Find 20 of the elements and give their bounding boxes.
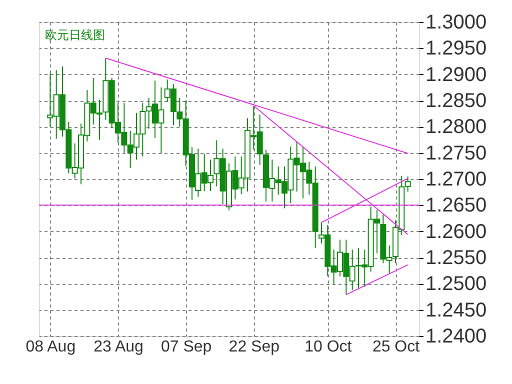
x-tick-label: 23 Aug	[94, 338, 144, 356]
y-tick-label: 1.2650	[426, 194, 487, 217]
y-tick-label: 1.2950	[426, 38, 487, 60]
x-tick-label: 08 Aug	[26, 338, 76, 356]
y-tick-label: 1.2500	[426, 273, 487, 296]
y-tick-label: 1.2800	[426, 116, 487, 138]
y-tick-label: 1.2750	[426, 142, 487, 164]
text: 欧元日线图	[45, 28, 105, 42]
x-tick-label: 22 Sep	[228, 338, 280, 356]
y-tick-label: 1.2700	[426, 168, 487, 190]
y-tick-label: 1.3000	[426, 12, 487, 34]
y-tick-label: 1.2400	[426, 326, 487, 348]
y-tick-label: 1.2600	[426, 220, 487, 243]
y-tick-label: 1.2900	[426, 64, 487, 86]
x-tick-label: 10 Oct	[304, 338, 352, 356]
y-tick-label: 1.2450	[426, 299, 487, 322]
x-tick-label: 25 Oct	[372, 338, 420, 356]
y-tick-label: 1.2850	[426, 90, 487, 112]
y-tick-label: 1.2550	[426, 247, 487, 269]
x-tick-label: 07 Sep	[160, 338, 212, 356]
